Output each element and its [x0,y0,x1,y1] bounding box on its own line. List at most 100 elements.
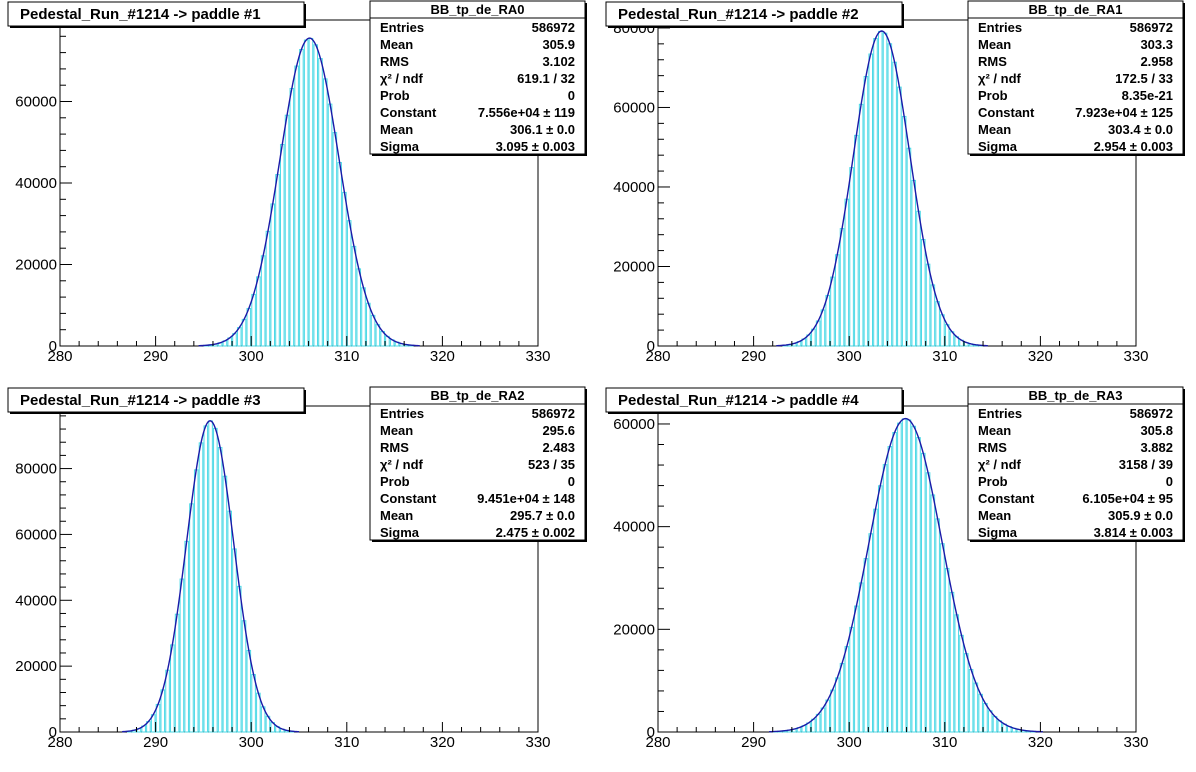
fit-curve [776,30,988,347]
stats-value: 2.483 [542,440,575,455]
stats-value: 3158 / 39 [1119,457,1173,472]
x-tick-label: 280 [47,734,72,751]
stats-label: Constant [978,491,1035,506]
histogram-panel-1: 280 290 300 310 320 330 0 20000 40000 60000 Pedest… [7,0,587,365]
stats-value: 303.4 ± 0.0 [1108,122,1173,137]
stats-label: Sigma [978,139,1018,154]
stats-value: 6.105e+04 ± 95 [1082,491,1173,506]
x-axis: 280 290 300 310 320 330 [645,722,1149,751]
x-tick-label: 310 [932,348,957,365]
x-tick-label: 300 [239,348,264,365]
histogram-panel-4: 280 290 300 310 320 330 0 20000 40000 60000 Pedest… [605,386,1185,751]
stats-box: BB_tp_de_RA1 Entries 586972 Mean 303.3 RMS 2.9… [967,0,1185,156]
histogram-title: Pedestal_Run_#1214 -> paddle #4 [605,387,904,414]
x-tick-label: 280 [645,348,670,365]
x-tick-label: 320 [1028,734,1053,751]
stats-value: 2.475 ± 0.002 [496,525,575,540]
y-tick-label: 80000 [15,461,57,478]
stats-label: Sigma [380,139,420,154]
title-box [605,1,903,27]
x-axis: 280 290 300 310 320 330 [645,336,1149,365]
x-tick-label: 310 [334,348,359,365]
stats-value: 295.7 ± 0.0 [510,508,575,523]
y-tick-label: 0 [49,338,57,355]
stats-value: 0 [568,88,575,103]
stats-value: 7.556e+04 ± 119 [478,105,575,120]
x-tick-label: 290 [143,348,168,365]
histogram-title: Pedestal_Run_#1214 -> paddle #3 [7,387,306,414]
stats-value: 305.9 ± 0.0 [1108,508,1173,523]
stats-value: 619.1 / 32 [517,71,575,86]
histogram-title: Pedestal_Run_#1214 -> paddle #2 [605,1,904,28]
y-tick-label: 40000 [15,175,57,192]
fit-curve [198,37,420,347]
stats-label: Sigma [978,525,1018,540]
stats-value: 586972 [532,406,575,421]
x-tick-label: 320 [430,734,455,751]
x-tick-label: 310 [932,734,957,751]
stats-label: RMS [380,440,409,455]
stats-label: Entries [380,406,424,421]
stats-label: Mean [978,508,1011,523]
x-tick-label: 280 [645,734,670,751]
histogram-panel-3: 280 290 300 310 320 330 0 20000 40000 60000 80000 P… [7,386,587,751]
fit-curve [769,417,1043,733]
y-tick-label: 0 [647,338,655,355]
stats-value: 523 / 35 [528,457,575,472]
stats-name: BB_tp_de_RA2 [431,388,525,403]
stats-label: Mean [380,37,413,52]
stats-value: 2.954 ± 0.003 [1094,139,1173,154]
title-box [7,1,305,27]
x-tick-label: 290 [143,734,168,751]
stats-value: 0 [1166,474,1173,489]
stats-label: χ² / ndf [380,457,424,472]
y-tick-label: 0 [647,724,655,741]
y-tick-label: 60000 [15,94,57,111]
x-tick-label: 330 [1123,348,1148,365]
y-tick-label: 40000 [613,179,655,196]
stats-value: 172.5 / 33 [1115,71,1173,86]
stats-value: 2.958 [1140,54,1173,69]
stats-value: 586972 [532,20,575,35]
stats-label: χ² / ndf [978,71,1022,86]
histogram-title: Pedestal_Run_#1214 -> paddle #1 [7,1,306,28]
y-tick-label: 60000 [613,416,655,433]
stats-label: Constant [978,105,1035,120]
stats-label: Mean [978,423,1011,438]
stats-label: Mean [380,508,413,523]
stats-value: 3.814 ± 0.003 [1094,525,1173,540]
x-tick-label: 320 [430,348,455,365]
title-text: Pedestal_Run_#1214 -> paddle #3 [20,392,261,409]
x-tick-label: 320 [1028,348,1053,365]
x-tick-label: 300 [239,734,264,751]
stats-label: Sigma [380,525,420,540]
y-tick-label: 20000 [15,658,57,675]
x-axis: 280 290 300 310 320 330 [47,722,551,751]
x-tick-label: 330 [525,734,550,751]
y-tick-label: 20000 [613,621,655,638]
stats-label: Mean [380,423,413,438]
stats-value: 7.923e+04 ± 125 [1075,105,1173,120]
stats-label: RMS [978,54,1007,69]
stats-label: χ² / ndf [978,457,1022,472]
stats-value: 3.882 [1140,440,1173,455]
stats-value: 586972 [1130,20,1173,35]
stats-label: RMS [380,54,409,69]
stats-panel [369,386,586,541]
stats-label: Prob [380,88,410,103]
title-text: Pedestal_Run_#1214 -> paddle #1 [20,6,261,23]
x-tick-label: 300 [837,348,862,365]
stats-label: Mean [380,122,413,137]
x-tick-label: 290 [741,734,766,751]
title-box [605,387,903,413]
stats-panel [967,386,1184,541]
stats-value: 303.3 [1140,37,1173,52]
y-tick-label: 20000 [613,258,655,275]
stats-label: Prob [978,474,1008,489]
x-tick-label: 330 [525,348,550,365]
stats-value: 0 [568,474,575,489]
stats-label: RMS [978,440,1007,455]
x-tick-label: 310 [334,734,359,751]
